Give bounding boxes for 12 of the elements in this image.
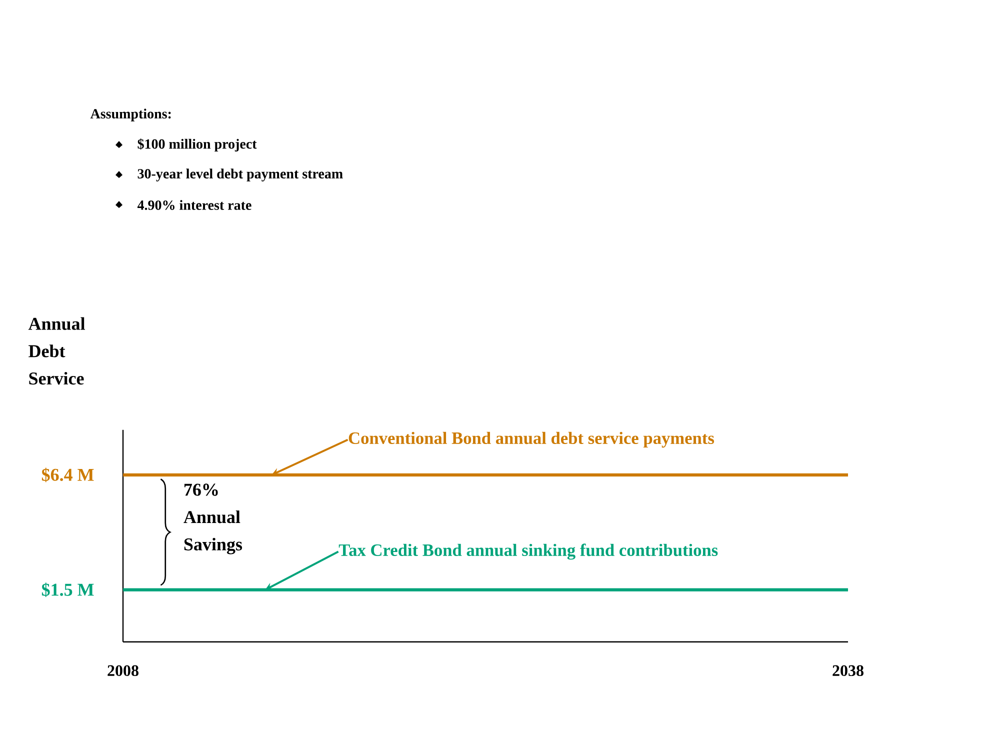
y-axis-title: Annual Debt Service xyxy=(28,317,85,385)
y-tick-label: $1.5 M xyxy=(42,582,94,598)
text: $100 million project xyxy=(138,138,257,152)
text: 4.90% interest rate xyxy=(137,200,252,210)
text: 30-year level debt payment stream xyxy=(138,168,343,182)
annotation: 76% Annual Savings xyxy=(184,484,242,554)
series-label: Tax Credit Bond annual sinking fund contributions xyxy=(338,544,718,560)
text: Assumptions: xyxy=(90,108,171,122)
y-tick-label: $6.4 M xyxy=(42,468,94,482)
x-tick-label: 2008 xyxy=(108,665,138,676)
x-tick-label: 2038 xyxy=(832,665,864,676)
series-label: Conventional Bond annual debt service payments xyxy=(348,432,714,448)
